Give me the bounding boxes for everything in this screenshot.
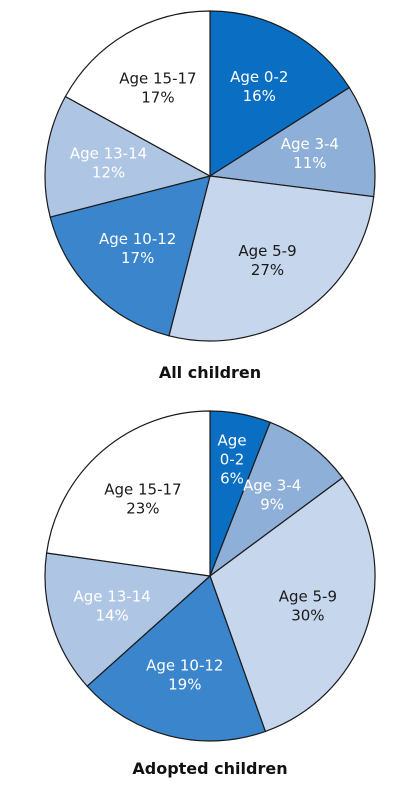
slice-category: Age 10-12 bbox=[99, 230, 176, 248]
pie-chart-all-children: Age 0-2 16%Age 3-4 11%Age 5-9 27%Age 10-12 1… bbox=[44, 10, 376, 382]
slice-category: Age 3-4 bbox=[281, 135, 339, 153]
slice-category: Age 3-4 bbox=[243, 476, 301, 494]
slice-percent: 19% bbox=[168, 676, 201, 694]
slice-label-age-15-17: Age 15-17 23% bbox=[104, 480, 181, 517]
slice-percent: 9% bbox=[260, 495, 284, 513]
slice-category: Age 13-14 bbox=[70, 145, 147, 163]
pie-slice-age-13-14 bbox=[44, 95, 212, 218]
slice-label-age-3-4: Age 3-4 11% bbox=[281, 135, 339, 172]
pie-slice-age-15-17 bbox=[45, 410, 211, 577]
slice-percent: 11% bbox=[293, 154, 326, 172]
slice-category: Age 15-17 bbox=[104, 480, 181, 498]
slice-label-age-13-14: Age 13-14 12% bbox=[70, 145, 147, 182]
slice-label-age-13-14: Age 13-14 14% bbox=[73, 587, 150, 624]
slice-percent: 23% bbox=[126, 499, 159, 517]
slice-category: Age 5-9 bbox=[238, 242, 296, 260]
slice-label-age-0-2: Age 0-2 16% bbox=[230, 68, 288, 105]
pie-slice-age-13-14 bbox=[44, 552, 212, 687]
slice-percent: 12% bbox=[92, 164, 125, 182]
chart-title: Adopted children bbox=[132, 759, 287, 778]
pie-slice-age-5-9 bbox=[168, 175, 375, 342]
slice-category: Age bbox=[218, 431, 247, 449]
slice-label-age-10-12: Age 10-12 17% bbox=[99, 230, 176, 267]
slice-percent: 6% bbox=[220, 469, 244, 487]
pie-slice-age-15-17 bbox=[64, 10, 211, 178]
pie-slice-age-5-9 bbox=[209, 476, 376, 733]
slice-category: Age 10-12 bbox=[146, 657, 223, 675]
pie-slice-age-10-12 bbox=[49, 175, 211, 337]
pie-slice-age-0-2 bbox=[209, 10, 351, 178]
slice-category: Age 5-9 bbox=[279, 587, 337, 605]
pie-slice-age-10-12 bbox=[86, 574, 267, 742]
pie-chart-adopted-children: Age 0-2 6% Age 3-4 9%Age 5-9 30%Age 10-12 19%A… bbox=[44, 410, 376, 778]
slice-percent: 17% bbox=[141, 88, 174, 106]
slice-category: Age 0-2 bbox=[230, 68, 288, 86]
slice-label-age-3-4: Age 3-4 9% bbox=[243, 476, 301, 513]
slice-label-age-5-9: Age 5-9 30% bbox=[279, 587, 337, 624]
pie-slice-age-3-4 bbox=[208, 86, 376, 198]
pie-slice-age-3-4 bbox=[208, 421, 344, 578]
slice-percent: 17% bbox=[121, 249, 154, 267]
slice-category: 0-2 bbox=[220, 450, 245, 468]
slice-percent: 14% bbox=[95, 606, 128, 624]
chart-title: All children bbox=[159, 363, 261, 382]
slice-percent: 30% bbox=[291, 606, 324, 624]
slice-category: Age 13-14 bbox=[73, 587, 150, 605]
slice-percent: 27% bbox=[251, 261, 284, 279]
slice-label-age-5-9: Age 5-9 27% bbox=[238, 242, 296, 279]
slice-label-age-0-2: Age 0-2 6% bbox=[218, 431, 247, 487]
slice-label-age-10-12: Age 10-12 19% bbox=[146, 657, 223, 694]
slice-category: Age 15-17 bbox=[119, 69, 196, 87]
slice-percent: 16% bbox=[243, 87, 276, 105]
slice-label-age-15-17: Age 15-17 17% bbox=[119, 69, 196, 106]
